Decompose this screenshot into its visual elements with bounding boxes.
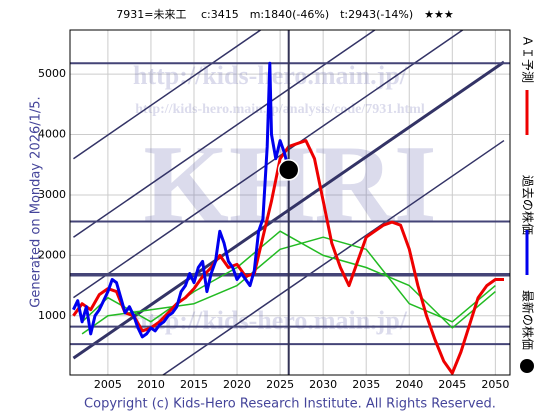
- plot-area: http://kids-hero.main.jp/http://kids-her…: [70, 30, 510, 375]
- x-tick-label: 2010: [137, 378, 165, 391]
- chart-title: 7931=未来工 c:3415 m:1840(-46%) t:2943(-14%…: [116, 8, 454, 21]
- y-tick-label: 3000: [38, 188, 66, 201]
- plot-frame: [69, 29, 511, 376]
- x-tick-label: 2030: [309, 378, 337, 391]
- x-tick-label: 2040: [395, 378, 423, 391]
- legend-swatch: [520, 359, 534, 373]
- legend-label: 過去の株価: [521, 175, 536, 235]
- watermark: KHRI: [143, 122, 436, 244]
- generated-note: Generated on Monday 2026/1/5.: [29, 96, 44, 307]
- x-tick-label: 2005: [94, 378, 122, 391]
- y-tick-label: 4000: [38, 128, 66, 141]
- y-tick-label: 5000: [38, 67, 66, 80]
- y-tick-label: 2000: [38, 248, 66, 261]
- trend-channel: [73, 30, 262, 160]
- x-tick-label: 2025: [266, 378, 294, 391]
- x-tick-label: 2050: [481, 378, 509, 391]
- series-line: [72, 61, 291, 339]
- x-tick-label: 2020: [223, 378, 251, 391]
- legend-label: ＡＩ予測: [521, 35, 535, 83]
- x-tick-label: 2035: [352, 378, 380, 391]
- watermark: http://kids-hero.main.jp/analysis/code/7…: [135, 102, 425, 117]
- latest-price: [277, 159, 300, 181]
- series-line: [81, 230, 496, 329]
- x-tick-label: 2045: [438, 378, 466, 391]
- x-tick-label: 2015: [180, 378, 208, 391]
- watermark: http://kids-hero.main.jp/: [133, 306, 408, 335]
- y-tick-label: 1000: [38, 309, 66, 322]
- copyright: Copyright (c) Kids-Hero Research Institu…: [84, 397, 496, 412]
- legend-label: 最新の株価: [521, 290, 536, 350]
